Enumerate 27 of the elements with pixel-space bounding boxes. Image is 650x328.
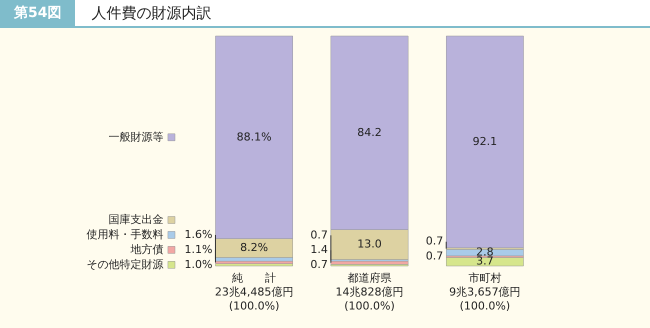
legend-label: 使用料・手数料 bbox=[86, 228, 164, 241]
data-label: 0.7 bbox=[310, 228, 328, 242]
x-tick-label: 都道府県 14兆828億円 (100.0%) bbox=[336, 272, 404, 312]
data-label: 0.7 bbox=[310, 258, 328, 272]
data-label: 84.2 bbox=[357, 126, 382, 139]
legend-label: その他特定財源 bbox=[86, 258, 164, 271]
x-tick-label: 純 計 23兆4,485億円 (100.0%) bbox=[214, 272, 294, 312]
data-label: 0.7 bbox=[426, 234, 444, 248]
data-label: 1.0% bbox=[184, 258, 212, 271]
data-label: 92.1 bbox=[472, 134, 498, 148]
data-label: 88.1% bbox=[236, 130, 272, 144]
bar bbox=[215, 263, 294, 266]
data-label: 1.6% bbox=[184, 228, 212, 241]
text: 第54図 bbox=[0, 0, 76, 26]
legend-label: 地方債 bbox=[129, 242, 164, 256]
data-label: 0.7 bbox=[426, 250, 444, 263]
chart-title: 人件費の財源内訳 bbox=[91, 4, 212, 22]
data-label: 1.4 bbox=[310, 243, 328, 256]
bar bbox=[446, 257, 524, 266]
data-label: 1.1% bbox=[184, 242, 212, 256]
data-label: 3.7 bbox=[476, 254, 494, 268]
bar bbox=[446, 36, 524, 248]
legend-label: 国庫支出金 bbox=[108, 213, 164, 226]
legend-label: 一般財源等 bbox=[108, 130, 164, 144]
x-tick-label: 市町村 9兆3,657億円 (100.0%) bbox=[449, 272, 521, 312]
data-label: 8.2% bbox=[240, 241, 268, 254]
data-label: 13.0 bbox=[357, 238, 382, 251]
